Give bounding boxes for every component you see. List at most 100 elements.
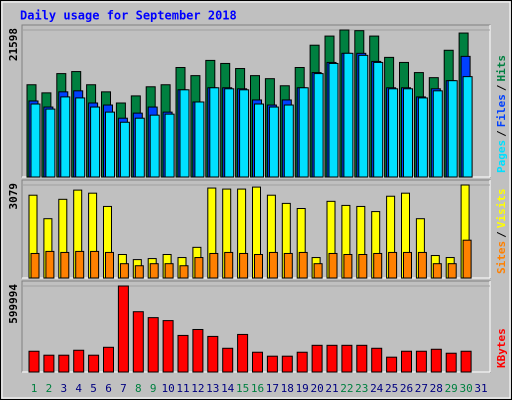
bar — [209, 252, 219, 279]
bar — [447, 80, 458, 178]
x-tick-label: 6 — [105, 382, 112, 395]
bar — [417, 97, 428, 178]
y-tick-label: 21598 — [7, 28, 20, 61]
bar — [162, 320, 174, 373]
legend-entry: Pages — [495, 140, 508, 173]
x-tick-label: 16 — [251, 382, 264, 395]
legend: Sites / Visits — [495, 189, 508, 275]
bar — [164, 263, 174, 279]
bar — [224, 88, 235, 178]
bar — [430, 348, 442, 373]
legend: KBytes — [495, 328, 508, 368]
bar — [313, 73, 324, 178]
bar — [222, 347, 234, 373]
bar — [432, 263, 442, 279]
bar — [147, 317, 159, 373]
bar — [209, 87, 220, 178]
legend-entry: Sites — [495, 241, 508, 274]
bar — [75, 250, 85, 279]
legend-entry: Files — [495, 94, 508, 127]
x-tick-label: 28 — [430, 382, 443, 395]
bar — [117, 285, 129, 373]
bar — [298, 251, 308, 279]
bar — [28, 350, 40, 373]
bar — [73, 349, 85, 373]
x-tick-label: 15 — [236, 382, 249, 395]
x-tick-label: 8 — [135, 382, 142, 395]
bar — [254, 103, 264, 178]
bar — [43, 354, 55, 373]
bar — [415, 350, 427, 373]
bar — [296, 351, 308, 373]
bar — [373, 252, 383, 279]
bar — [164, 113, 175, 178]
x-tick-label: 11 — [176, 382, 189, 395]
x-tick-label: 22 — [340, 382, 353, 395]
x-tick-label: 5 — [90, 382, 97, 395]
bar — [328, 62, 339, 178]
legend-separator: / — [495, 130, 508, 137]
bar — [134, 117, 145, 178]
y-tick-label: 3079 — [7, 183, 20, 210]
bar — [462, 239, 472, 279]
x-tick-label: 17 — [266, 382, 279, 395]
bar — [268, 106, 279, 178]
bar — [45, 250, 55, 279]
bar — [90, 250, 100, 279]
chart-title: Daily usage for September 2018 — [20, 9, 237, 23]
bar — [268, 251, 278, 279]
x-tick-label: 27 — [415, 382, 428, 395]
bar — [313, 263, 323, 279]
bar — [432, 90, 443, 178]
legend: Pages / Files / Hits — [495, 55, 508, 173]
bar — [149, 114, 160, 178]
bar — [328, 252, 338, 279]
bar — [341, 344, 353, 373]
x-tick-label: 18 — [281, 382, 294, 395]
bar — [283, 252, 293, 279]
bar — [283, 104, 294, 178]
bar — [60, 251, 70, 279]
bar — [30, 103, 41, 178]
bar — [75, 97, 86, 178]
x-tick-label: 4 — [75, 382, 82, 395]
bar — [45, 108, 56, 178]
bar — [447, 263, 457, 279]
bar — [88, 354, 100, 373]
bar — [132, 311, 144, 373]
bar — [177, 334, 189, 373]
bar — [343, 52, 354, 178]
bar — [90, 106, 101, 178]
bar — [356, 344, 368, 373]
x-tick-label: 9 — [150, 382, 157, 395]
bar — [134, 265, 144, 279]
bar — [149, 263, 159, 279]
x-tick-label: 1 — [31, 382, 38, 395]
legend-separator: / — [495, 231, 508, 238]
bar — [207, 335, 219, 373]
bar — [401, 350, 412, 373]
x-tick-label: 14 — [221, 382, 235, 395]
bar — [239, 252, 249, 279]
bar — [58, 354, 70, 373]
legend-entry: Hits — [495, 55, 508, 82]
bar — [403, 88, 413, 178]
bar — [326, 344, 338, 373]
bar — [266, 355, 278, 373]
bar — [103, 346, 114, 373]
bar — [194, 257, 204, 279]
bar — [224, 251, 234, 279]
bar — [254, 254, 263, 279]
x-tick-label: 12 — [191, 382, 204, 395]
bar — [373, 61, 384, 178]
bar — [237, 333, 249, 373]
bar — [358, 254, 368, 279]
x-tick-label: 26 — [400, 382, 413, 395]
bar — [119, 263, 129, 279]
legend-entry: Visits — [495, 189, 508, 229]
x-tick-label: 23 — [355, 382, 368, 395]
bar — [462, 76, 473, 178]
bar — [343, 254, 353, 279]
